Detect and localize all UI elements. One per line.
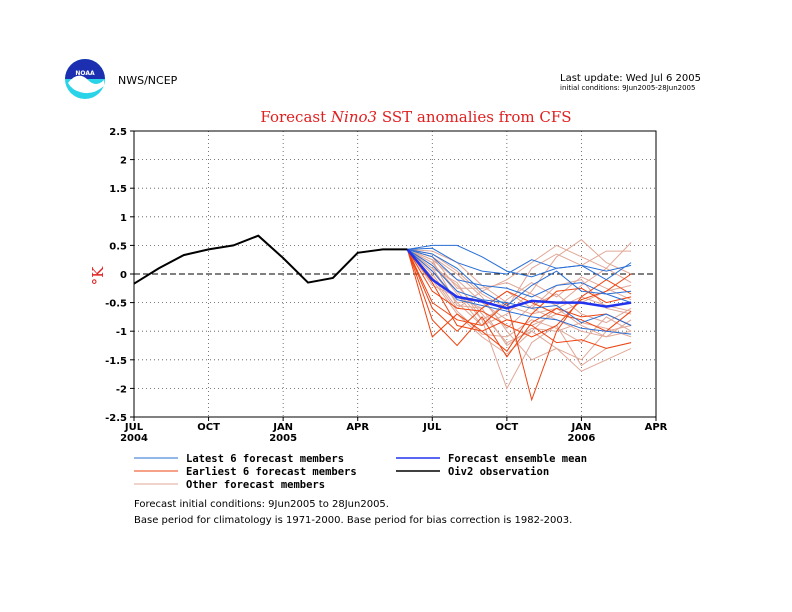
- x-tick-label-4: JUL: [422, 422, 442, 433]
- series-other-member-9: [407, 249, 632, 361]
- series-other-member-14: [407, 248, 632, 307]
- initial-conditions-header: initial conditions: 9Jun2005-28Jun2005: [560, 84, 695, 92]
- legend-label-1: Latest 6 forecast members: [186, 453, 344, 465]
- x-tick-year-2: 2005: [269, 433, 297, 444]
- series-latest-member-2: [407, 247, 632, 281]
- y-tick-label-7: -1: [116, 327, 127, 338]
- y-tick-label-3: 1: [120, 213, 127, 224]
- series-earliest-member-1: [406, 249, 632, 349]
- footnote-initial-conditions: Forecast initial conditions: 9Jun2005 to…: [134, 499, 389, 510]
- x-tick-label-1: OCT: [197, 422, 220, 433]
- legend-label-4: Forecast ensemble mean: [448, 453, 587, 465]
- x-tick-label-7: APR: [645, 422, 668, 433]
- legend-label-3: Other forecast members: [186, 479, 325, 491]
- series-latest-member-1: [407, 244, 632, 278]
- y-tick-label-5: 0: [120, 270, 127, 281]
- series-latest-member-5: [407, 249, 632, 335]
- title-part-3: SST anomalies from CFS: [382, 108, 572, 126]
- x-tick-label-6: JAN: [571, 422, 592, 433]
- y-tick-label-1: 2: [120, 156, 127, 167]
- title-part-1: Forecast: [260, 108, 326, 126]
- series-ensemble-mean: [406, 248, 632, 310]
- series-other-member-15: [407, 249, 632, 321]
- series-other-member-6: [406, 249, 632, 315]
- y-tick-label-9: -2: [116, 384, 127, 395]
- x-tick-label-0: JUL: [124, 422, 144, 433]
- y-tick-label-4: 0.5: [109, 241, 127, 252]
- legend-label-5: Oiv2 observation: [448, 466, 549, 478]
- chart-title: Forecast Nino3 SST anomalies from CFS: [260, 108, 571, 126]
- y-tick-label-6: -0.5: [105, 299, 127, 310]
- x-tick-year-0: 2004: [120, 433, 148, 444]
- series-observation: [133, 234, 408, 285]
- series-other-member-2: [407, 248, 632, 372]
- series-other-member-3: [407, 248, 632, 390]
- y-tick-label-2: 1.5: [109, 184, 127, 195]
- x-tick-year-6: 2006: [568, 433, 596, 444]
- title-part-2: Nino3: [330, 108, 377, 126]
- noaa-logo-text: NOAA: [75, 70, 95, 77]
- agency-label: NWS/NCEP: [118, 74, 178, 87]
- y-axis-label: °K: [89, 266, 107, 286]
- x-tick-label-5: OCT: [496, 422, 519, 433]
- x-tick-label-3: APR: [346, 422, 369, 433]
- last-update: Last update: Wed Jul 6 2005: [560, 73, 701, 84]
- series-earliest-member-2: [406, 249, 632, 358]
- legend-label-2: Earliest 6 forecast members: [186, 466, 357, 478]
- series-earliest-member-5: [406, 249, 632, 352]
- series-earliest-member-6: [406, 249, 632, 332]
- y-tick-label-8: -1.5: [105, 356, 127, 367]
- x-tick-label-2: JAN: [272, 422, 293, 433]
- series-latest-member-6: [407, 248, 632, 307]
- noaa-logo: NOAA: [65, 59, 105, 99]
- y-tick-label-10: -2.5: [105, 413, 127, 424]
- series-latest-member-3: [407, 248, 632, 298]
- y-tick-label-0: 2.5: [109, 127, 127, 138]
- footnote-base-period: Base period for climatology is 1971-2000…: [134, 515, 572, 526]
